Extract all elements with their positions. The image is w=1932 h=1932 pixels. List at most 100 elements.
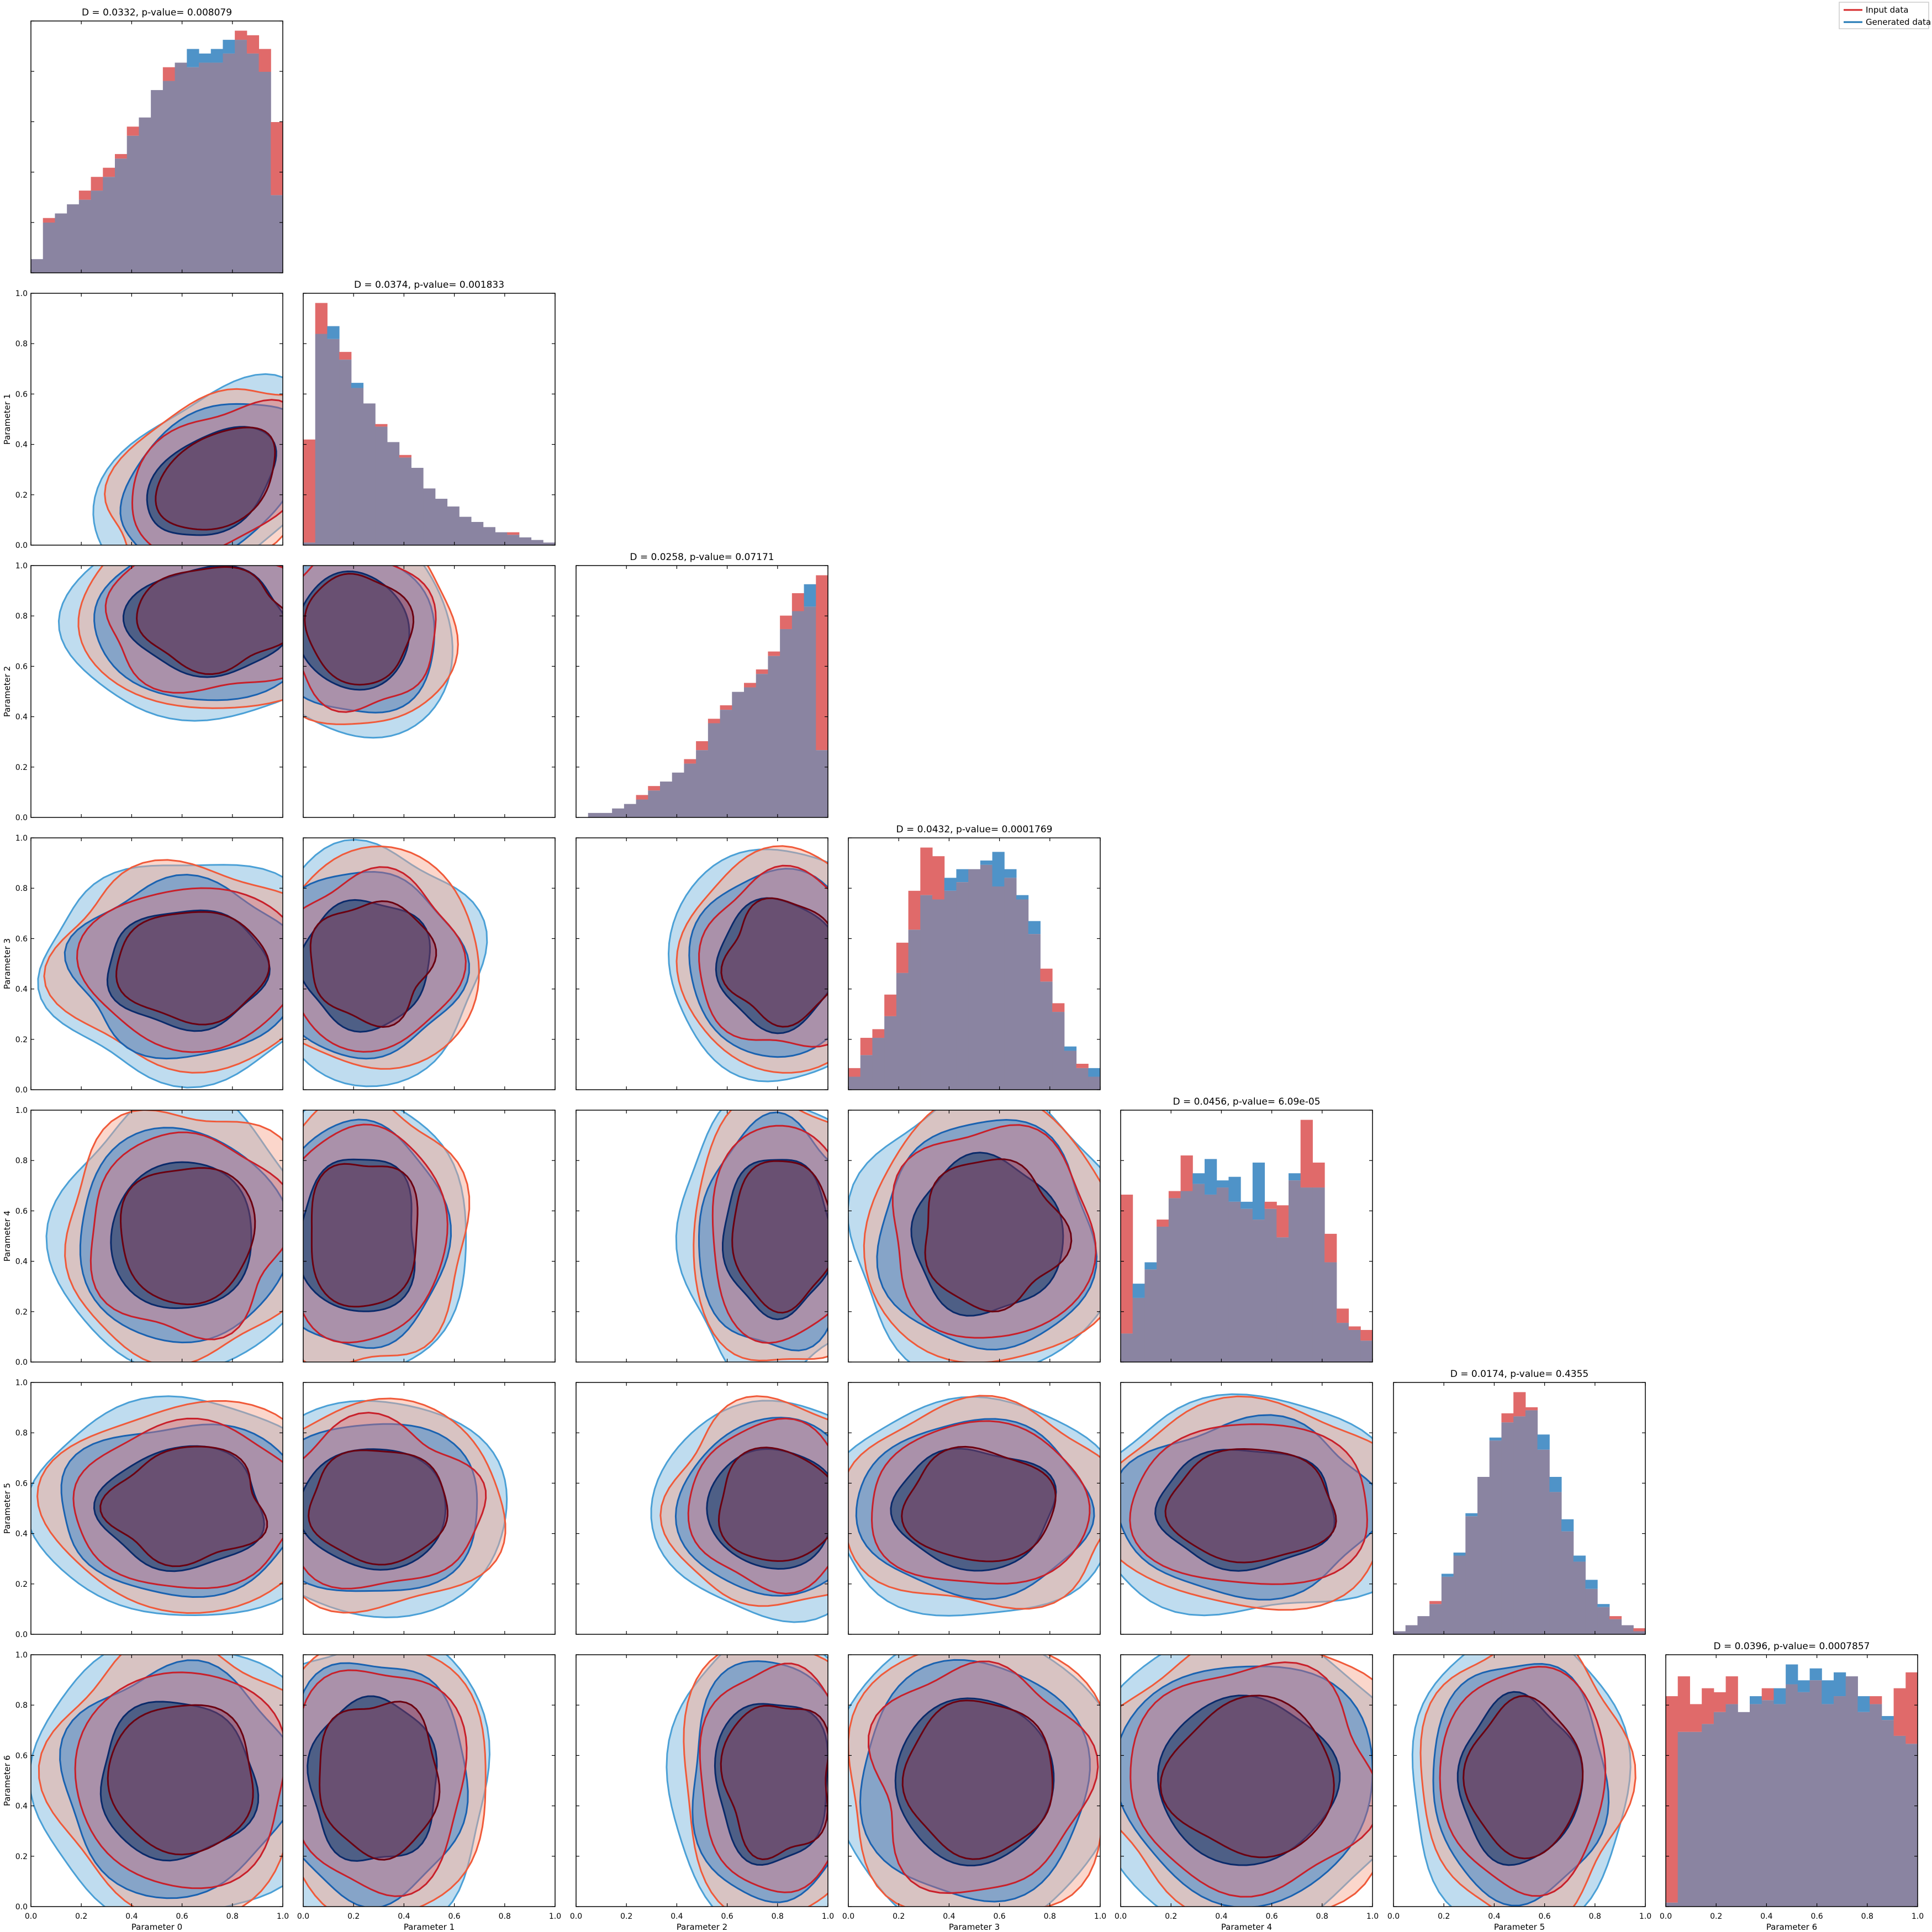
input-bar [920,847,933,895]
x-tick-label: 0.2 [347,1912,360,1921]
overlap-bar [1881,1720,1894,1907]
input-bar [91,177,103,191]
overlap-bar [1192,1184,1205,1362]
generated-bar [1064,1046,1077,1051]
input-bar [246,35,260,54]
panel-0-2: 0.0 0.2 0.4 0.6 0.8 1.0 Parameter 2 [2,562,283,822]
overlap-bar [768,656,780,817]
generated-bar [944,878,957,891]
input-bar [303,439,316,543]
input-bar [816,575,828,751]
overlap-bar [1834,1696,1846,1907]
input-bar [896,942,909,973]
input-bar [636,795,648,800]
overlap-bar [1893,1735,1906,1907]
input-bar [1513,1392,1526,1417]
x-tick-label: 0.0 [25,1912,37,1921]
overlap-bar [636,799,648,817]
generated-bar [804,584,816,607]
panel-0-4: 0.0 0.2 0.4 0.6 0.8 1.0 Parameter 4 [2,1106,283,1367]
panel-2-3 [667,845,828,1083]
overlap-bar [696,750,709,817]
x-tick-label: 0.4 [398,1912,410,1921]
overlap-bar [1441,1576,1454,1634]
overlap-bar [1393,1631,1406,1634]
overlap-bar [1477,1477,1490,1634]
y-axis-label: Parameter 4 [2,1211,12,1261]
x-tick-label: 0.2 [893,1912,905,1921]
overlap-bar [1633,1631,1646,1634]
y-tick-label: 0.0 [15,1903,28,1912]
input-bar [271,122,283,196]
y-axis-label: Parameter 6 [2,1755,12,1806]
overlap-bar [1241,1208,1253,1362]
panel-1-3 [303,838,488,1088]
generated-bar [1004,869,1017,878]
y-tick-label: 0.2 [15,1580,28,1589]
y-tick-label: 0.4 [15,713,28,722]
input-bar [1666,1696,1678,1903]
panel-1-1: D = 0.0374, p-value= 0.001833 [303,279,556,545]
overlap-bar [1489,1440,1502,1634]
panel-1-1-histogram [303,303,556,545]
overlap-bar [55,213,67,273]
panel-0-4-contours [45,1110,283,1362]
overlap-bar [471,522,484,545]
x-tick-label: 0.8 [1316,1912,1328,1921]
generated-bar [980,861,993,865]
x-tick-label: 0.4 [671,1912,683,1921]
generated-bar [1857,1696,1870,1712]
input-bar [708,719,721,724]
input-bar [1180,1155,1193,1191]
overlap-bar [1168,1198,1181,1362]
x-tick-label: 0.0 [1387,1912,1400,1921]
x-axis-label: Parameter 6 [1766,1922,1817,1932]
y-tick-label: 1.0 [15,834,28,843]
overlap-bar [1585,1588,1598,1634]
y-tick-label: 0.6 [15,390,28,399]
input-bar [1324,1233,1337,1263]
generated-bar [1585,1580,1598,1589]
overlap-bar [908,930,921,1090]
input-bar [1713,1692,1727,1712]
overlap-bar [375,426,388,545]
input-contour-level-3 [136,566,283,675]
overlap-bar [1040,981,1053,1090]
overlap-bar [756,674,768,817]
input-bar [126,126,139,136]
x-tick-label: 1.0 [1366,1912,1379,1921]
overlap-bar [235,40,247,273]
input-bar [768,651,780,656]
overlap-bar [1725,1704,1738,1907]
overlap-bar [1348,1329,1361,1362]
input-contour-level-3 [1463,1695,1584,1860]
x-tick-label: 0.0 [1660,1912,1672,1921]
overlap-bar [1666,1902,1678,1907]
input-bar [1609,1616,1622,1619]
panel-3-6-contours [848,1655,1100,1907]
input-bar [1040,968,1053,982]
overlap-bar [660,782,673,817]
panel-2-3-contours [667,845,828,1083]
overlap-bar [483,527,495,545]
input-bar [1429,1601,1442,1604]
panel-2-6: 0.0 0.2 0.4 0.6 0.8 1.0 Parameter 2 [570,1655,834,1932]
panel-0-0-histogram [31,30,283,273]
panel-6-6: D = 0.0396, p-value= 0.0007857 0.0 0.2 0.4 0… [1660,1641,1924,1932]
panel-3-4 [848,1110,1100,1362]
x-tick-label: 0.2 [1710,1912,1722,1921]
overlap-bar [339,360,352,545]
overlap-bar [1052,1012,1065,1090]
panel-3-3-histogram [848,847,1101,1090]
overlap-bar [1857,1712,1870,1907]
panel-4-6-frame [1120,1654,1373,1907]
overlap-bar [1465,1516,1478,1634]
panel-2-4-frame [576,1110,828,1363]
input-bar [648,786,661,791]
x-tick-label: 0.8 [772,1912,784,1921]
input-bar [1264,1201,1277,1209]
y-tick-label: 0.2 [15,1036,28,1044]
y-tick-label: 0.2 [15,1852,28,1861]
panel-0-6: 0.0 0.2 0.4 0.6 0.8 1.0 Parameter 0 0.0 0.2 0.4 0.… [2,1651,289,1932]
generated-bar [1786,1664,1798,1685]
